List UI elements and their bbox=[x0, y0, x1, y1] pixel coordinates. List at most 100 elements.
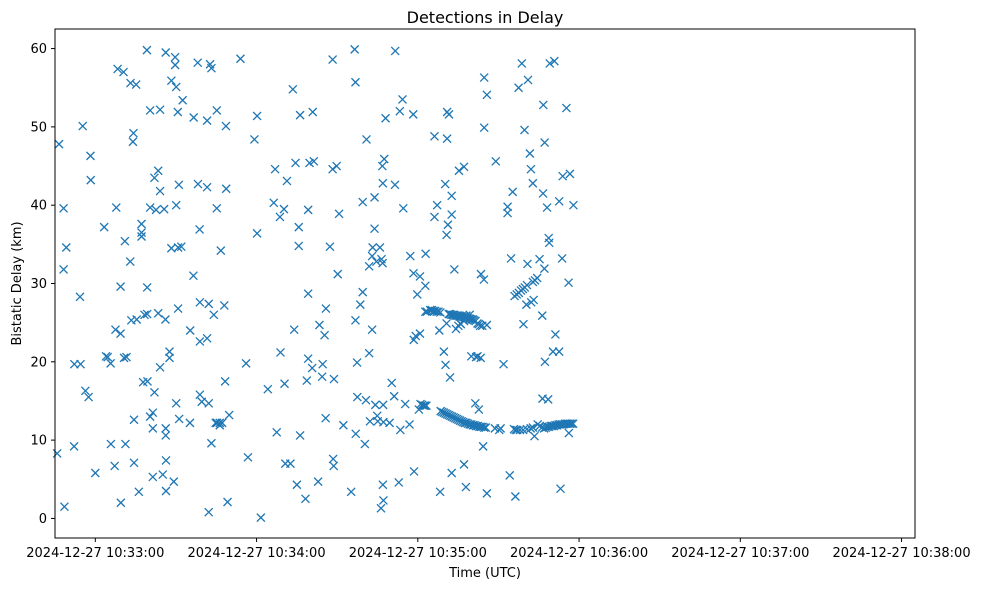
data-point bbox=[409, 466, 419, 476]
data-point bbox=[142, 45, 152, 55]
data-point bbox=[220, 376, 230, 386]
data-point bbox=[256, 513, 266, 523]
data-point bbox=[84, 392, 94, 402]
data-point bbox=[294, 241, 304, 251]
data-point bbox=[272, 427, 282, 437]
data-point bbox=[116, 329, 126, 339]
data-point bbox=[178, 95, 188, 105]
data-point bbox=[243, 452, 253, 462]
data-point bbox=[224, 410, 234, 420]
data-point bbox=[197, 397, 207, 407]
data-point bbox=[116, 498, 126, 508]
data-point bbox=[132, 315, 142, 324]
data-point bbox=[59, 502, 69, 512]
data-point bbox=[325, 242, 335, 252]
data-point bbox=[174, 414, 184, 424]
x-axis-label: Time (UTC) bbox=[448, 566, 521, 581]
data-point bbox=[558, 171, 568, 181]
data-point bbox=[145, 412, 155, 422]
data-point bbox=[378, 480, 388, 490]
data-point bbox=[314, 320, 324, 330]
data-point bbox=[269, 198, 279, 208]
data-point bbox=[173, 107, 183, 117]
data-point bbox=[161, 423, 171, 433]
data-point bbox=[329, 374, 339, 384]
data-point bbox=[137, 228, 146, 238]
data-point bbox=[206, 438, 216, 448]
data-point bbox=[360, 439, 370, 449]
data-point bbox=[539, 264, 549, 274]
data-point bbox=[352, 392, 362, 402]
data-point bbox=[503, 202, 513, 212]
data-point bbox=[370, 224, 380, 234]
data-point bbox=[430, 212, 439, 222]
data-point bbox=[161, 430, 171, 440]
data-point bbox=[216, 246, 226, 256]
data-point bbox=[526, 164, 536, 174]
data-point bbox=[209, 310, 219, 320]
data-point bbox=[86, 151, 95, 161]
data-point bbox=[161, 456, 171, 465]
data-point bbox=[370, 192, 380, 202]
y-tick-label: 30 bbox=[30, 277, 47, 292]
data-point bbox=[111, 325, 120, 335]
y-tick-label: 40 bbox=[30, 199, 47, 214]
data-point bbox=[518, 319, 528, 329]
data-point bbox=[110, 461, 120, 471]
data-point bbox=[362, 134, 371, 144]
data-point bbox=[564, 278, 574, 288]
data-point bbox=[387, 378, 397, 388]
y-axis-label: Bistatic Delay (km) bbox=[10, 221, 25, 345]
data-point bbox=[434, 326, 444, 335]
data-point bbox=[508, 187, 518, 197]
data-point bbox=[479, 423, 489, 433]
data-point bbox=[195, 297, 205, 307]
data-point bbox=[491, 156, 501, 166]
data-point bbox=[465, 310, 475, 320]
data-point bbox=[381, 113, 391, 123]
data-point bbox=[174, 180, 184, 190]
x-tick-label: 2024-12-27 10:38:00 bbox=[833, 546, 971, 561]
data-point bbox=[400, 399, 410, 409]
data-point bbox=[99, 222, 109, 232]
data-point bbox=[529, 295, 539, 305]
data-point bbox=[129, 128, 138, 138]
data-point bbox=[204, 299, 214, 309]
data-point bbox=[212, 203, 222, 213]
data-point bbox=[420, 281, 430, 291]
data-point bbox=[275, 212, 285, 222]
data-point bbox=[173, 304, 183, 314]
data-point bbox=[169, 477, 179, 487]
data-point bbox=[329, 461, 339, 471]
data-point bbox=[510, 492, 520, 501]
data-point bbox=[520, 125, 529, 135]
data-point bbox=[122, 352, 131, 362]
data-point bbox=[76, 359, 85, 369]
data-point bbox=[554, 196, 564, 206]
data-point bbox=[370, 400, 380, 410]
data-point bbox=[561, 103, 571, 113]
data-point bbox=[549, 56, 559, 66]
data-point bbox=[456, 319, 466, 329]
data-point bbox=[308, 107, 318, 117]
data-point bbox=[521, 300, 531, 310]
data-point bbox=[398, 203, 408, 213]
data-point bbox=[328, 55, 338, 64]
data-point bbox=[522, 280, 532, 290]
data-point bbox=[525, 149, 535, 158]
data-point bbox=[303, 354, 313, 364]
data-point bbox=[106, 358, 116, 368]
data-point bbox=[568, 200, 578, 210]
data-point bbox=[482, 488, 492, 498]
data-point bbox=[309, 156, 319, 166]
data-point bbox=[420, 307, 430, 317]
data-point bbox=[276, 347, 285, 357]
data-point bbox=[86, 175, 96, 185]
data-point bbox=[394, 477, 404, 487]
data-point bbox=[415, 329, 425, 339]
data-point bbox=[155, 362, 165, 372]
data-point bbox=[189, 113, 199, 122]
data-point bbox=[103, 352, 113, 362]
axes-ticks: 0 10 20 30 40 50 60 2024-12-27 10:33:00 2024-12-… bbox=[26, 42, 970, 561]
